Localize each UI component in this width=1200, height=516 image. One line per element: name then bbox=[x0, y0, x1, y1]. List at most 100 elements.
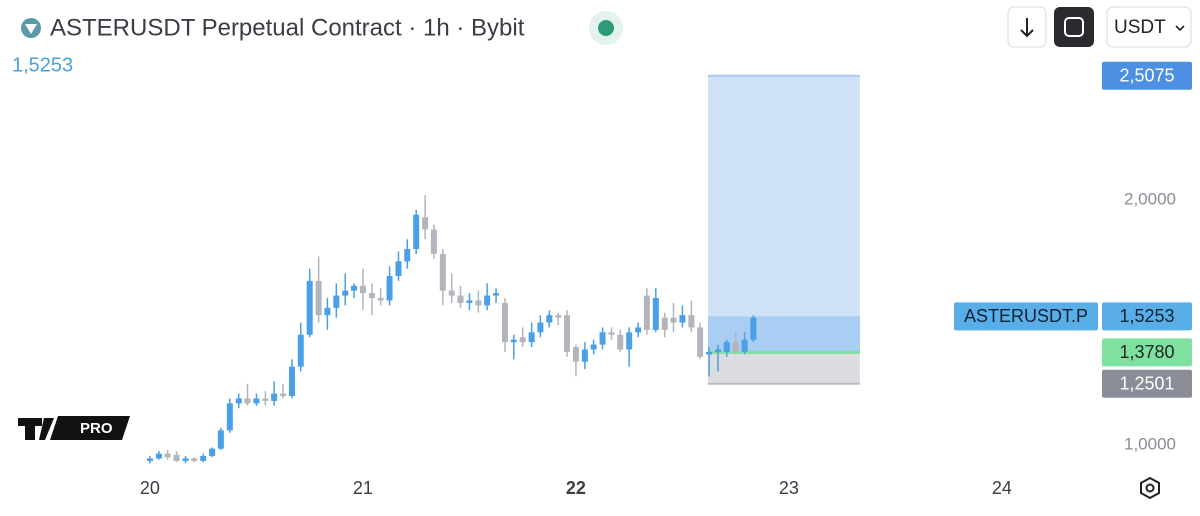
price-label-box bbox=[1102, 302, 1192, 331]
symbol-label-box bbox=[954, 302, 1098, 331]
candle-body bbox=[404, 249, 411, 262]
open-profit-zone bbox=[707, 316, 860, 353]
candle-body bbox=[350, 285, 357, 291]
symbol-label: ASTERUSDT.P bbox=[964, 306, 1088, 326]
candle-body bbox=[146, 458, 153, 461]
candle-body bbox=[510, 339, 517, 343]
candle-body bbox=[537, 322, 544, 333]
y-tick-label: 2,0000 bbox=[1124, 190, 1176, 209]
candle-body bbox=[244, 398, 251, 404]
x-tick-label: 22 bbox=[566, 478, 586, 498]
candle-body bbox=[262, 398, 269, 401]
candle-body bbox=[679, 315, 686, 323]
candle-body bbox=[226, 403, 233, 431]
x-tick-label: 21 bbox=[353, 478, 373, 498]
profit-zone bbox=[707, 75, 860, 353]
candle-body bbox=[182, 458, 189, 461]
candle-body bbox=[368, 293, 375, 299]
candle-body bbox=[297, 334, 304, 367]
fullscreen-button[interactable] bbox=[1054, 7, 1094, 47]
candle-body bbox=[661, 317, 668, 330]
candle-body bbox=[670, 317, 677, 323]
x-tick-label: 23 bbox=[779, 478, 799, 498]
candle-body bbox=[475, 300, 482, 306]
candle-body bbox=[457, 295, 464, 303]
price-label-box bbox=[1102, 369, 1192, 398]
candle-body bbox=[608, 332, 615, 335]
loss-zone bbox=[707, 352, 860, 384]
candle-body bbox=[528, 332, 535, 343]
candle-body bbox=[519, 337, 526, 343]
candle-body bbox=[732, 342, 739, 352]
candle-body bbox=[581, 349, 588, 362]
candle-body bbox=[377, 298, 384, 301]
candle-body bbox=[324, 307, 331, 316]
candle-body bbox=[626, 332, 633, 350]
candle-body bbox=[386, 275, 393, 301]
y-tick-label: 1,0000 bbox=[1124, 434, 1176, 453]
candle-body bbox=[688, 315, 695, 328]
candle-body bbox=[563, 315, 570, 352]
candle-body bbox=[413, 214, 420, 250]
candle-body bbox=[164, 453, 171, 458]
candle-body bbox=[643, 295, 650, 330]
candle-body bbox=[723, 342, 730, 352]
candle-body bbox=[359, 285, 366, 294]
candle-body bbox=[253, 398, 260, 404]
currency-label: USDT bbox=[1114, 17, 1166, 38]
x-tick-label: 24 bbox=[992, 478, 1012, 498]
candle-body bbox=[493, 293, 500, 296]
candle-body bbox=[430, 229, 437, 254]
currency-button[interactable]: USDT bbox=[1106, 6, 1192, 48]
watermark: PRO bbox=[80, 420, 113, 437]
candle-body bbox=[315, 280, 322, 316]
price-label: 1,2501 bbox=[1119, 373, 1174, 393]
chart-title: ASTERUSDT Perpetual Contract · 1h · Bybi… bbox=[50, 14, 525, 41]
candle-body bbox=[750, 317, 757, 340]
candle-body bbox=[280, 393, 287, 397]
candle-body bbox=[617, 334, 624, 350]
candle-body bbox=[235, 398, 242, 404]
candle-body bbox=[741, 339, 748, 352]
candle-body bbox=[484, 295, 491, 306]
candle-body bbox=[306, 280, 313, 335]
candle-body bbox=[333, 295, 340, 308]
candle-body bbox=[448, 290, 455, 296]
candle-body bbox=[217, 430, 224, 449]
settings-icon[interactable] bbox=[1140, 476, 1160, 500]
candle-body bbox=[191, 458, 198, 461]
price-label: 1,5253 bbox=[1119, 306, 1174, 326]
candle-body bbox=[572, 347, 579, 362]
candle-body bbox=[155, 453, 162, 459]
candle-body bbox=[590, 344, 597, 350]
candle-body bbox=[715, 349, 722, 352]
candle-body bbox=[546, 315, 553, 323]
candle-body bbox=[209, 448, 216, 457]
candle-body bbox=[635, 327, 642, 333]
price-label: 1,3780 bbox=[1119, 342, 1174, 362]
price-label-box bbox=[1102, 61, 1192, 90]
price-label: 2,5075 bbox=[1119, 65, 1174, 85]
x-tick-label: 20 bbox=[140, 478, 160, 498]
candle-body bbox=[555, 315, 562, 318]
candle-body bbox=[271, 393, 278, 401]
price-label-box bbox=[1102, 338, 1192, 367]
candle-body bbox=[502, 302, 509, 343]
candle-body bbox=[422, 217, 429, 230]
last-price: 1,5253 bbox=[12, 54, 73, 76]
download-button[interactable] bbox=[1007, 6, 1047, 48]
candle-body bbox=[200, 456, 207, 461]
candle-body bbox=[652, 298, 659, 330]
candle-body bbox=[289, 366, 296, 397]
candle-body bbox=[342, 290, 349, 296]
candle-body bbox=[439, 253, 446, 291]
status-indicator bbox=[589, 11, 623, 45]
candle-body bbox=[173, 454, 180, 461]
candle-body bbox=[599, 332, 606, 345]
symbol-icon bbox=[21, 18, 41, 38]
candle-body bbox=[697, 327, 704, 357]
candle-body bbox=[466, 300, 473, 303]
candle-body bbox=[706, 351, 713, 355]
logo: PRO bbox=[18, 416, 130, 440]
